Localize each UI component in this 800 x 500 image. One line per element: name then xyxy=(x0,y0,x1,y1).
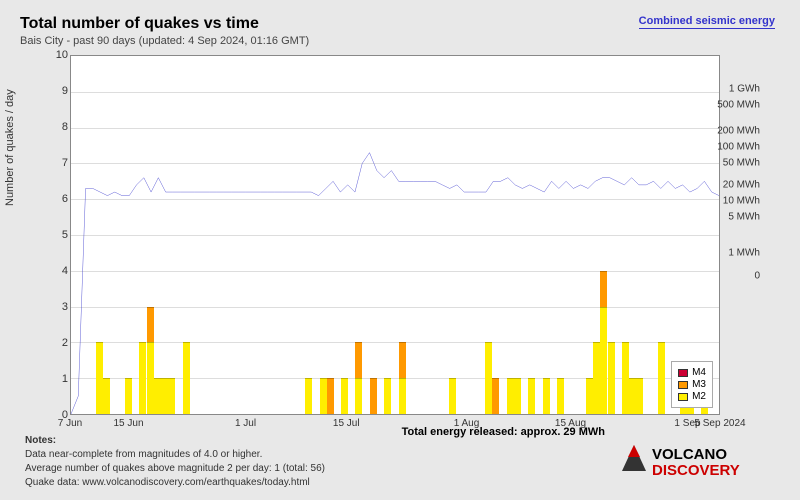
ytick-right: 10 MWh xyxy=(723,195,760,206)
ytick-right: 5 MWh xyxy=(728,212,760,223)
ytick-left: 7 xyxy=(50,157,68,169)
legend-label: M2 xyxy=(692,391,706,402)
ytick-left: 4 xyxy=(50,265,68,277)
y-axis-left-label: Number of quakes / day xyxy=(4,89,16,206)
ytick-right: 500 MWh xyxy=(717,100,760,111)
chart-subtitle: Bais City - past 90 days (updated: 4 Sep… xyxy=(20,35,780,47)
ytick-right: 200 MWh xyxy=(717,125,760,136)
ytick-left: 8 xyxy=(50,121,68,133)
ytick-left: 9 xyxy=(50,85,68,97)
legend-line-label: Combined seismic energy xyxy=(639,15,775,29)
logo: VOLCANO DISCOVERY xyxy=(618,441,778,488)
ytick-right: 1 MWh xyxy=(728,248,760,259)
ytick-left: 10 xyxy=(50,49,68,61)
ytick-right: 1 GWh xyxy=(729,84,760,95)
legend-item: M3 xyxy=(678,379,706,390)
notes-block: Notes: Data near-complete from magnitude… xyxy=(25,434,325,490)
ytick-right: 50 MWh xyxy=(723,158,760,169)
legend-label: M4 xyxy=(692,367,706,378)
notes-header: Notes: xyxy=(25,435,56,446)
ytick-left: 2 xyxy=(50,337,68,349)
legend-swatch xyxy=(678,393,688,401)
legend-item: M4 xyxy=(678,367,706,378)
legend-label: M3 xyxy=(692,379,706,390)
logo-text-2: DISCOVERY xyxy=(652,462,740,479)
legend-swatch xyxy=(678,381,688,389)
notes-line1: Data near-complete from magnitudes of 4.… xyxy=(25,449,262,460)
ytick-left: 1 xyxy=(50,373,68,385)
energy-line xyxy=(71,56,719,414)
ytick-left: 5 xyxy=(50,229,68,241)
ytick-left: 3 xyxy=(50,301,68,313)
xtick: 15 Jul xyxy=(333,418,360,429)
chart-plot-area: M4M3M2 xyxy=(70,55,720,415)
legend-item: M2 xyxy=(678,391,706,402)
magnitude-legend: M4M3M2 xyxy=(671,361,713,408)
ytick-left: 6 xyxy=(50,193,68,205)
logo-text-1: VOLCANO xyxy=(652,446,727,463)
total-energy-text: Total energy released: approx. 29 MWh xyxy=(402,426,605,438)
xtick: 7 Jun xyxy=(58,418,82,429)
volcano-icon: VOLCANO DISCOVERY xyxy=(618,441,778,483)
notes-line3: Quake data: www.volcanodiscovery.com/ear… xyxy=(25,477,310,488)
ytick-right: 0 xyxy=(754,271,760,282)
ytick-right: 20 MWh xyxy=(723,179,760,190)
xtick: 15 Jun xyxy=(113,418,143,429)
xtick: 1 Jul xyxy=(235,418,256,429)
xtick: 5 Sep 2024 xyxy=(694,418,745,429)
ytick-right: 100 MWh xyxy=(717,141,760,152)
legend-swatch xyxy=(678,369,688,377)
notes-line2: Average number of quakes above magnitude… xyxy=(25,463,325,474)
